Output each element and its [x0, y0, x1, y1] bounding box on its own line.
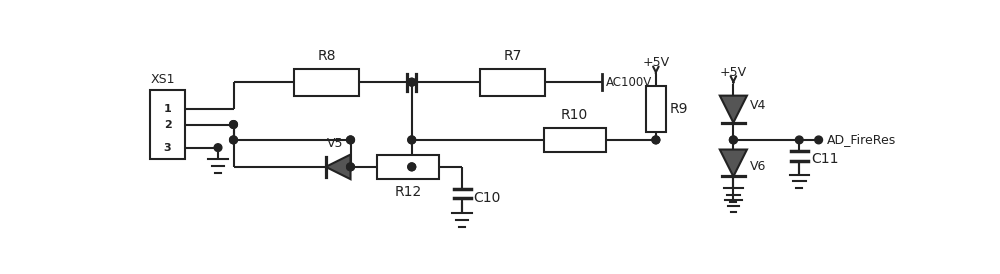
Text: R10: R10: [561, 108, 588, 122]
Text: R12: R12: [394, 185, 422, 199]
Bar: [294, 69, 359, 96]
Bar: [646, 86, 666, 132]
Circle shape: [347, 136, 354, 144]
Circle shape: [408, 78, 416, 86]
Circle shape: [652, 136, 660, 144]
Circle shape: [408, 163, 416, 171]
Text: R9: R9: [669, 102, 688, 116]
Circle shape: [214, 144, 222, 152]
Circle shape: [730, 136, 737, 144]
Text: 3: 3: [164, 142, 171, 153]
Bar: [480, 69, 545, 96]
Text: V6: V6: [750, 160, 766, 173]
Polygon shape: [720, 96, 747, 122]
Circle shape: [347, 163, 354, 171]
Circle shape: [230, 136, 237, 144]
Circle shape: [230, 136, 237, 144]
Text: C10: C10: [474, 191, 501, 205]
Text: XS1: XS1: [150, 73, 175, 86]
Circle shape: [408, 136, 416, 144]
Text: 2: 2: [164, 119, 172, 130]
Text: 1: 1: [164, 104, 172, 114]
Circle shape: [408, 163, 416, 171]
Circle shape: [347, 136, 354, 144]
Circle shape: [730, 136, 737, 144]
Text: +5V: +5V: [642, 56, 669, 69]
Text: AC100V: AC100V: [606, 76, 652, 89]
Text: V5: V5: [327, 137, 344, 150]
Bar: [150, 90, 185, 159]
Polygon shape: [720, 150, 747, 176]
Circle shape: [230, 121, 237, 128]
Text: R8: R8: [317, 49, 336, 63]
Circle shape: [347, 163, 354, 171]
Text: AD_FireRes: AD_FireRes: [827, 133, 896, 146]
Bar: [377, 155, 439, 179]
Circle shape: [230, 121, 237, 128]
Text: C11: C11: [811, 152, 838, 166]
Text: +5V: +5V: [720, 66, 747, 79]
Circle shape: [408, 78, 416, 86]
Polygon shape: [326, 155, 351, 179]
Circle shape: [652, 136, 660, 144]
Bar: [544, 128, 606, 152]
Circle shape: [408, 136, 416, 144]
Text: V4: V4: [750, 99, 766, 112]
Circle shape: [815, 136, 822, 144]
Circle shape: [795, 136, 803, 144]
Text: R7: R7: [503, 49, 522, 63]
